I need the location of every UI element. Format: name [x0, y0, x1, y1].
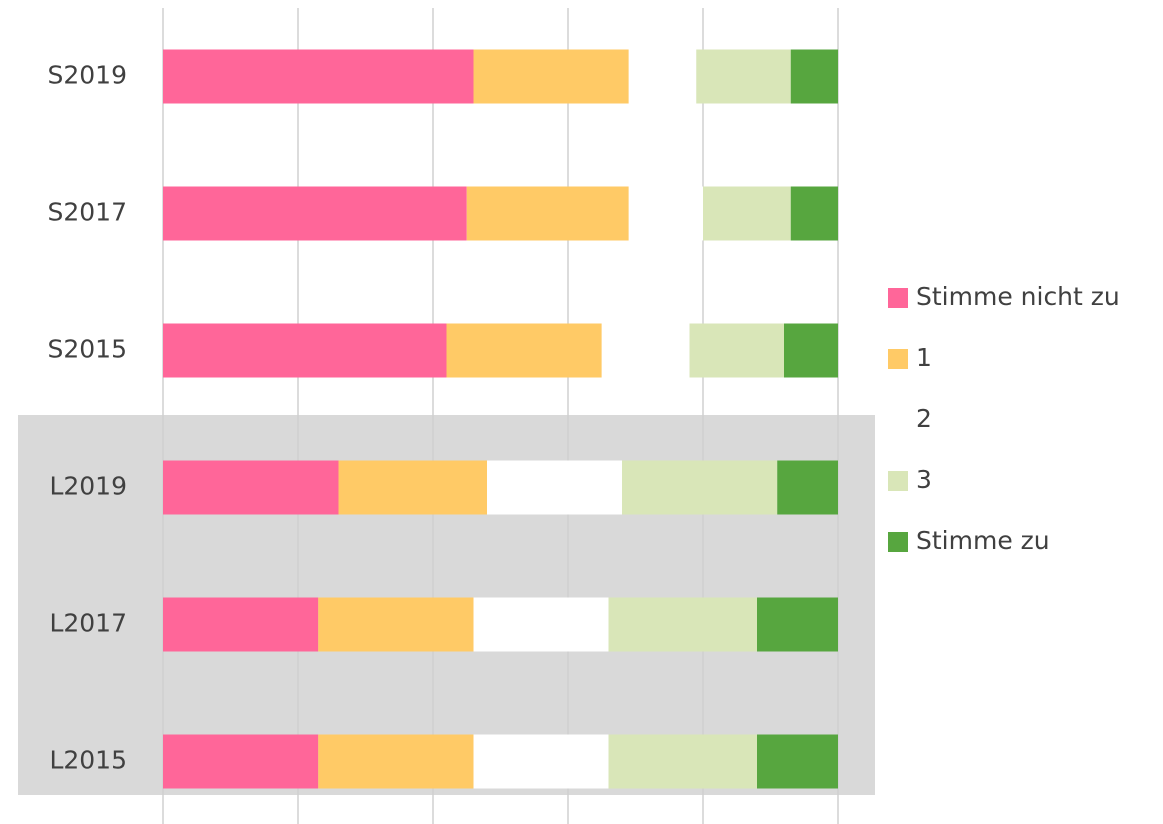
bar-segment	[318, 734, 474, 789]
bar-segment	[473, 734, 609, 789]
bar-segment	[757, 734, 838, 789]
y-tick-label: S2017	[48, 198, 128, 227]
legend-label: 1	[916, 343, 932, 372]
bar-segment	[163, 186, 467, 241]
legend-swatch	[888, 471, 908, 491]
y-tick-label: L2017	[49, 609, 127, 638]
bar-segment	[628, 49, 697, 104]
y-tick-label: L2019	[49, 472, 127, 501]
bar-segment	[689, 323, 784, 378]
y-tick-label: S2015	[48, 335, 128, 364]
bar-segment	[338, 460, 487, 515]
bar-segment	[163, 323, 447, 378]
y-tick-label: L2015	[49, 746, 127, 775]
legend-label: Stimme nicht zu	[916, 282, 1120, 311]
bar-segment	[777, 460, 838, 515]
legend-label: Stimme zu	[916, 526, 1050, 555]
bar-segment	[163, 597, 319, 652]
legend-swatch	[888, 410, 908, 430]
bar-segment	[163, 734, 319, 789]
bar-segment	[163, 460, 339, 515]
bar-segment	[473, 597, 609, 652]
bar-segment	[622, 460, 778, 515]
legend-swatch	[888, 532, 908, 552]
bar-segment	[757, 597, 838, 652]
legend-label: 3	[916, 465, 932, 494]
bar-segment	[318, 597, 474, 652]
bar-segment	[487, 460, 622, 515]
bar-segment	[790, 49, 838, 104]
legend-swatch	[888, 349, 908, 369]
legend-swatch	[888, 288, 908, 308]
bar-segment	[784, 323, 838, 378]
bar-segment	[696, 49, 791, 104]
bar-segment	[608, 597, 757, 652]
bar-segment	[628, 186, 703, 241]
bar-segment	[790, 186, 838, 241]
bar-segment	[446, 323, 602, 378]
y-tick-label: S2019	[48, 61, 128, 90]
bar-segment	[163, 49, 474, 104]
legend-label: 2	[916, 404, 932, 433]
bar-segment	[466, 186, 629, 241]
bar-segment	[703, 186, 791, 241]
bar-segment	[601, 323, 690, 378]
bar-segment	[608, 734, 757, 789]
bar-segment	[473, 49, 629, 104]
